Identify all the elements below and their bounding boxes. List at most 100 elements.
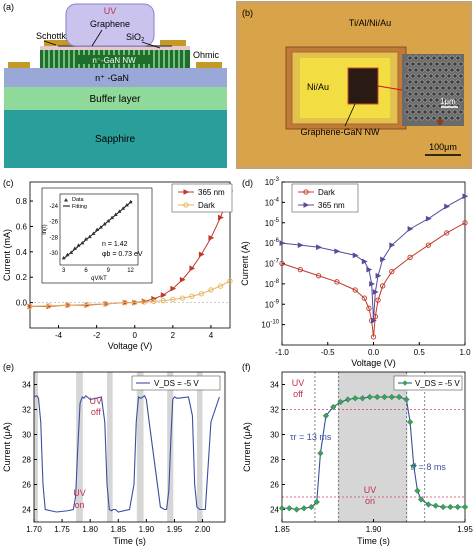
sem-nanowire bbox=[458, 73, 464, 79]
x-tick-label: 4 bbox=[209, 331, 214, 340]
data-point bbox=[352, 395, 359, 402]
legend-marker bbox=[183, 202, 189, 208]
sem-nanowire bbox=[455, 115, 461, 121]
data-point bbox=[334, 248, 341, 255]
graphene-nw-label: Graphene-GaN NW bbox=[300, 127, 380, 137]
sem-nanowire bbox=[404, 61, 410, 67]
sem-nanowire bbox=[425, 115, 431, 121]
data-point bbox=[46, 303, 52, 309]
sem-nanowire bbox=[413, 103, 419, 109]
sapphire-layer bbox=[4, 110, 227, 168]
buffer-layer bbox=[4, 87, 227, 110]
x-tick-label: 2.00 bbox=[195, 525, 211, 534]
data-point bbox=[286, 505, 293, 512]
sio2-label: SiO₂ bbox=[126, 32, 145, 42]
data-point bbox=[366, 393, 373, 401]
sem-nanowire bbox=[410, 73, 416, 79]
legend-label: V_DS = -5 V bbox=[415, 379, 460, 388]
x-tick-label: -0.5 bbox=[321, 348, 335, 357]
sem-nanowire bbox=[413, 79, 419, 85]
uv-on-label-1: UV bbox=[364, 485, 377, 495]
current-trace bbox=[33, 394, 220, 513]
data-point bbox=[297, 266, 303, 273]
panel-c-letter: (c) bbox=[3, 178, 14, 188]
inset-data-point bbox=[80, 240, 85, 245]
data-point bbox=[403, 396, 410, 403]
panel-e-letter: (e) bbox=[3, 362, 14, 372]
data-point bbox=[352, 252, 359, 259]
sem-nanowire bbox=[422, 85, 428, 91]
ohmic-label: Ohmic bbox=[193, 50, 220, 60]
uv-on-band bbox=[107, 372, 113, 522]
sem-nanowire bbox=[419, 91, 425, 97]
data-point bbox=[379, 283, 386, 289]
legend-marker bbox=[303, 189, 309, 195]
sem-nanowire bbox=[449, 91, 455, 97]
y-tick-label: 10-7 bbox=[265, 259, 280, 269]
inset-data-point bbox=[95, 227, 100, 231]
sem-nanowire bbox=[437, 67, 443, 73]
inset-data-point bbox=[124, 203, 129, 207]
x-axis-label: Voltage (V) bbox=[108, 341, 153, 351]
panel-d-letter: (d) bbox=[242, 178, 253, 188]
sem-nanowire bbox=[413, 67, 419, 73]
data-point bbox=[371, 317, 377, 324]
sem-nanowire bbox=[440, 109, 446, 115]
x-tick-label: 1.85 bbox=[110, 525, 126, 534]
sem-nanowire bbox=[425, 103, 431, 109]
data-point bbox=[330, 403, 337, 411]
sem-nanowire bbox=[455, 79, 461, 85]
x-tick-label: -4 bbox=[55, 331, 63, 340]
x-tick-label: 1.95 bbox=[167, 525, 183, 534]
sem-nanowire bbox=[416, 61, 422, 67]
sapphire-label: Sapphire bbox=[95, 134, 135, 145]
x-tick-label: 2 bbox=[171, 331, 176, 340]
scale-label: 100μm bbox=[429, 142, 457, 152]
nplus-gan-layer bbox=[4, 68, 227, 87]
sem-nanowire bbox=[449, 55, 455, 61]
sem-nanowire bbox=[416, 85, 422, 91]
y-tick-label: 26 bbox=[270, 481, 279, 490]
panel-f-letter: (f) bbox=[242, 362, 251, 372]
sem-nanowire bbox=[446, 61, 452, 67]
sem-nanowire bbox=[419, 79, 425, 85]
uv-on-label-2: on bbox=[74, 500, 84, 510]
sem-nanowire bbox=[422, 73, 428, 79]
sem-nanowire bbox=[434, 85, 440, 91]
legend-marker bbox=[183, 189, 190, 195]
sem-nanowire bbox=[452, 61, 458, 67]
sem-nanowire bbox=[437, 91, 443, 97]
y-tick-label: 10-8 bbox=[265, 279, 280, 289]
sem-nanowire bbox=[440, 97, 446, 103]
data-point bbox=[84, 301, 90, 308]
sem-nanowire bbox=[458, 61, 464, 67]
plot-frame bbox=[33, 371, 226, 523]
data-point bbox=[462, 220, 468, 226]
legend-box bbox=[131, 375, 221, 391]
data-point bbox=[425, 242, 432, 248]
tialniau-label: Ti/Al/Ni/Au bbox=[349, 18, 391, 28]
y-tick-label: 10-5 bbox=[265, 218, 280, 228]
sem-nanowire bbox=[431, 115, 437, 121]
panel-b: (b) Ti/Al/Ni/Au Ni/Au 1μm Graphene-GaN N… bbox=[236, 1, 472, 169]
data-point bbox=[388, 393, 395, 401]
inset-y-tick-label: -30 bbox=[49, 251, 58, 257]
inset-frame-bg bbox=[41, 187, 153, 284]
sem-nanowire bbox=[413, 91, 419, 97]
ohmic-contact-right bbox=[196, 62, 222, 68]
inset-x-tick-label: 12 bbox=[127, 268, 134, 274]
data-point bbox=[439, 503, 447, 511]
inset-y-tick-label: -24 bbox=[49, 204, 58, 210]
sem-nanowire bbox=[410, 85, 416, 91]
data-point bbox=[278, 505, 286, 512]
data-point bbox=[407, 225, 414, 232]
nplus-gan-label: n⁺ -GaN bbox=[95, 73, 129, 83]
y-tick-label: 0.8 bbox=[16, 197, 28, 206]
x-axis-label: Time (s) bbox=[357, 536, 390, 546]
inset-data-point bbox=[121, 206, 126, 210]
y-axis-label: Current (mA) bbox=[2, 229, 12, 281]
y-tick-label: 28 bbox=[22, 456, 31, 465]
panel-b-letter: (b) bbox=[242, 8, 253, 18]
inset-data-point bbox=[65, 252, 70, 257]
data-point bbox=[217, 214, 224, 221]
